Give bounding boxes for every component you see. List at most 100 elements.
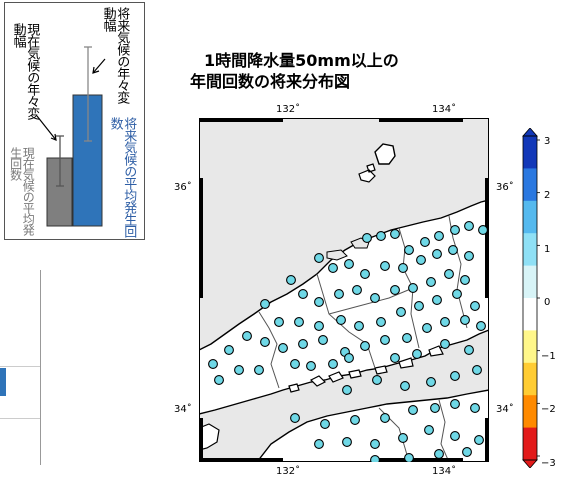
station-marker — [478, 225, 488, 235]
station-marker — [424, 425, 434, 435]
station-marker — [370, 439, 380, 449]
oki-island-dozen — [358, 163, 376, 183]
station-marker — [426, 377, 436, 387]
tick-top-134: 134˚ — [432, 104, 457, 115]
present-arrow — [36, 115, 57, 141]
station-marker — [342, 385, 352, 395]
colorbar-label-1: 1 — [544, 244, 551, 255]
map-frame-bars — [199, 118, 489, 462]
present-variation-label: 現在気候の年々変動幅 — [10, 23, 40, 119]
colorbar-label-neg2: −2 — [541, 404, 556, 415]
tick-bottom-132: 132˚ — [276, 466, 301, 477]
station-marker — [464, 251, 474, 261]
station-marker — [380, 335, 390, 345]
station-marker — [344, 259, 354, 269]
title-line-1: 1時間降水量50mm以上の — [204, 51, 399, 70]
colorbar-label-neg1: −1 — [541, 351, 556, 362]
station-marker — [376, 317, 386, 327]
station-marker — [444, 269, 454, 279]
station-marker — [354, 321, 364, 331]
tick-top-132: 132˚ — [276, 104, 301, 115]
colorbar-segment — [523, 265, 537, 299]
tick-left-36: 36˚ — [174, 182, 192, 193]
station-marker — [404, 453, 414, 463]
station-marker — [440, 339, 450, 349]
colorbar-segment — [523, 330, 537, 364]
station-marker — [370, 293, 380, 303]
station-marker — [360, 269, 370, 279]
station-marker — [420, 237, 430, 247]
station-marker — [314, 253, 324, 263]
station-marker — [350, 415, 360, 425]
legend-bar-graphic — [36, 46, 106, 227]
tick-right-36: 36˚ — [496, 182, 514, 193]
station-marker — [400, 381, 410, 391]
station-marker — [290, 413, 300, 423]
station-marker — [274, 317, 284, 327]
station-markers — [208, 221, 488, 465]
station-marker — [334, 289, 344, 299]
station-marker — [426, 277, 436, 287]
colorbar-label-neg3: −3 — [541, 458, 556, 469]
station-marker — [464, 345, 474, 355]
station-marker — [416, 255, 426, 265]
title-line-2: 年間回数の将来分布図 — [190, 72, 351, 91]
legend-box: 将来気候の年々変動幅 現在気候の年々変動幅 将来気候の平均発生回数 現在気候の平… — [4, 2, 145, 240]
station-marker — [470, 301, 480, 311]
station-marker — [390, 229, 400, 239]
colorbar-segment — [523, 233, 537, 267]
land-mainland — [198, 199, 490, 415]
station-marker — [422, 323, 432, 333]
tick-left-34: 34˚ — [174, 404, 192, 415]
colorbar-segment — [523, 136, 537, 169]
colorbar-segment — [523, 395, 537, 429]
station-marker — [476, 321, 486, 331]
map-title: 1時間降水量50mm以上の 年間回数の将来分布図 — [190, 50, 399, 92]
station-marker — [214, 375, 224, 385]
oki-island-dogo — [374, 143, 396, 165]
station-marker — [398, 263, 408, 273]
station-marker — [472, 365, 482, 375]
station-marker — [294, 317, 304, 327]
future-variation-label: 将来気候の年々変動幅 — [100, 7, 130, 103]
station-marker — [460, 315, 470, 325]
station-marker — [298, 289, 308, 299]
colorbar-label-2: 2 — [544, 190, 551, 201]
station-marker — [432, 249, 442, 259]
station-marker — [224, 345, 234, 355]
colorbar-label-3: 3 — [544, 136, 551, 147]
colorbar-segment — [523, 298, 537, 331]
colorbar-max-arrow — [522, 127, 538, 137]
station-marker — [404, 245, 414, 255]
station-marker — [390, 353, 400, 363]
station-marker — [396, 307, 406, 317]
station-marker — [342, 437, 352, 447]
station-marker — [278, 343, 288, 353]
map-canvas — [198, 118, 490, 465]
station-marker — [430, 403, 440, 413]
inland-sea-islands — [288, 345, 444, 393]
tick-right-34: 34˚ — [496, 404, 514, 415]
station-marker — [414, 301, 424, 311]
station-marker — [360, 341, 370, 351]
colorbar — [520, 127, 540, 469]
present-mean-label: 現在気候の平均発生回数 — [8, 147, 36, 235]
station-marker — [376, 231, 386, 241]
station-marker — [450, 371, 460, 381]
station-marker — [450, 399, 460, 409]
station-marker — [260, 337, 270, 347]
station-marker — [434, 449, 444, 459]
colorbar-graphic — [522, 127, 540, 469]
station-marker — [336, 315, 346, 325]
station-marker — [370, 455, 380, 465]
station-marker — [286, 275, 296, 285]
station-marker — [260, 299, 270, 309]
station-marker — [450, 225, 460, 235]
station-marker — [298, 339, 308, 349]
station-marker — [318, 335, 328, 345]
station-marker — [462, 447, 472, 457]
station-marker — [320, 419, 330, 429]
station-marker — [380, 413, 390, 423]
station-marker — [464, 221, 474, 231]
station-marker — [408, 283, 418, 293]
